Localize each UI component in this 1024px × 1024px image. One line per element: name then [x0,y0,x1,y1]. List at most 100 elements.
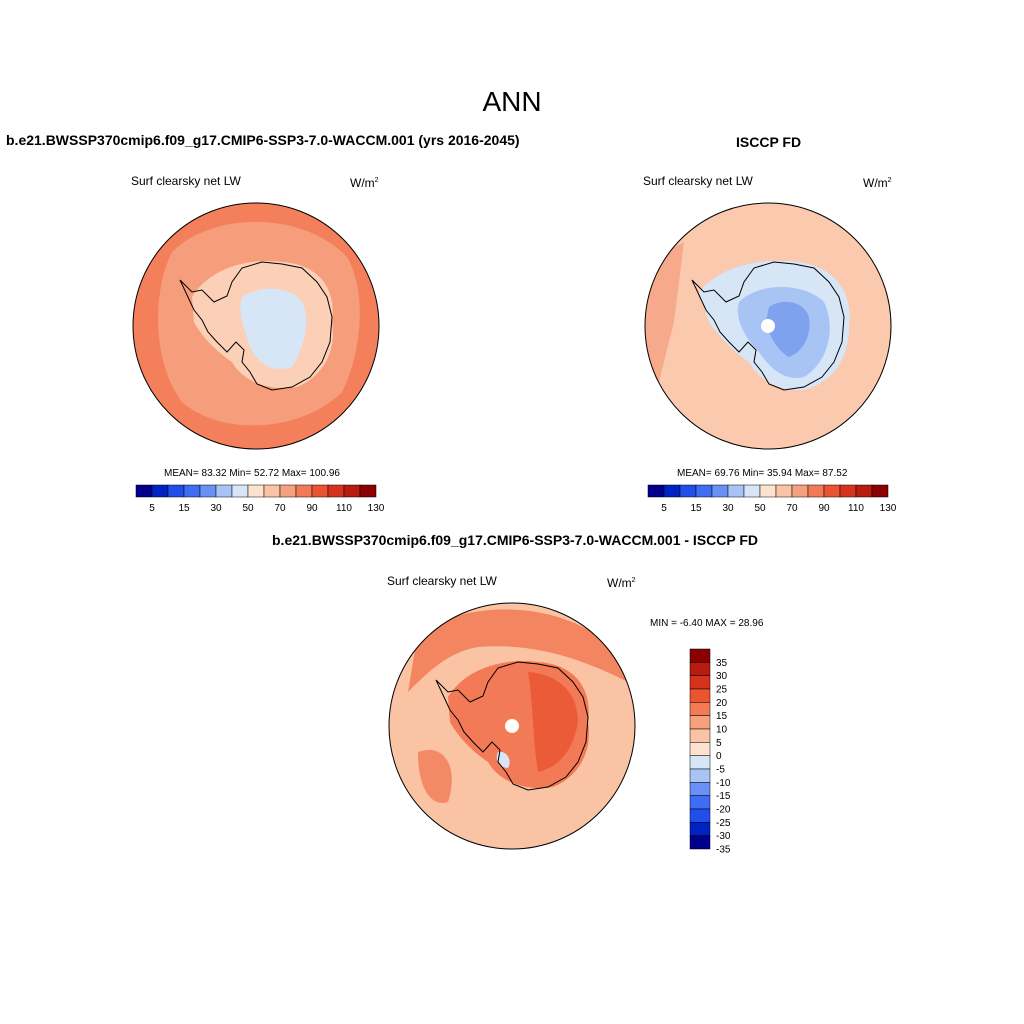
diff-colorbar-label: -30 [716,831,731,842]
diff-colorbar-label: -25 [716,818,731,829]
diff-colorbar-box [689,648,711,663]
obs-colorbar-box [871,484,889,498]
diff-ocean-patch [418,750,452,803]
obs-colorbar-box [743,484,761,498]
diff-colorbar-box [689,822,711,836]
diff-colorbar-label: 0 [716,751,722,762]
diff-colorbar-box [689,742,711,756]
diff-colorbar: 35 30 25 20 15 10 5 0 -5 -10 -15 -20 -25 -30 -35 [689,648,731,856]
model-colorbar-box [327,484,345,498]
obs-colorbar-box [807,484,825,498]
diff-colorbar-label: -10 [716,778,731,789]
obs-colorbar-label: 70 [786,503,798,514]
diff-colorbar-box [689,755,711,770]
model-colorbar-box [295,484,313,498]
obs-colorbar-label: 130 [880,503,897,514]
obs-colorbar-box [775,484,793,498]
diff-colorbar-box [689,768,711,783]
model-colorbar-label: 70 [274,503,286,514]
diff-colorbar-box [689,688,711,703]
model-colorbar-label: 110 [336,503,352,514]
obs-colorbar-box [663,484,681,498]
model-colorbar-label: 15 [178,503,190,514]
diff-colorbar-label: 25 [716,685,728,696]
obs-ocean-patch [645,242,684,402]
obs-colorbar: 5 15 30 50 70 90 110 130 [647,484,897,514]
obs-coastline [691,261,845,391]
model-colorbar-box [135,484,153,498]
obs-variable-label: Surf clearsky net LW [643,174,753,188]
model-colorbar: 5 15 30 50 70 90 110 130 [135,484,385,514]
obs-colorbar-box [791,484,809,498]
model-ice-core [240,288,307,370]
obs-ice-core [766,301,810,357]
model-colorbar-box [263,484,281,498]
model-colorbar-box [247,484,265,498]
diff-colorbar-box [689,808,711,823]
diff-colorbar-label: 20 [716,698,728,709]
diff-colorbar-box [689,782,711,796]
obs-polar-map [644,202,892,450]
obs-colorbar-label: 50 [754,503,766,514]
obs-pole-hole [761,319,775,333]
diff-colorbar-label: 30 [716,671,728,682]
model-colorbar-box [279,484,297,498]
diff-units-label: W/m2 [607,576,636,590]
diff-colorbar-label: 10 [716,725,728,736]
diff-ice-dark [528,672,578,772]
model-colorbar-box [151,484,169,498]
model-coastline [179,261,333,391]
obs-colorbar-box [711,484,729,498]
model-colorbar-box [343,484,361,498]
obs-colorbar-box [727,484,745,498]
obs-colorbar-label: 15 [690,503,702,514]
obs-colorbar-box [839,484,857,498]
diff-colorbar-label: 5 [716,738,722,749]
obs-colorbar-label: 110 [848,503,864,514]
model-colorbar-box [359,484,377,498]
diff-ocean-band [408,609,628,692]
diff-polar-map [388,602,636,850]
diff-colorbar-box [689,662,711,676]
diff-colorbar-box [689,795,711,810]
model-colorbar-label: 50 [242,503,254,514]
diff-colorbar-label: 35 [716,658,728,669]
diff-colorbar-label: -5 [716,765,725,776]
obs-colorbar-box [823,484,841,498]
model-colorbar-label: 5 [149,503,155,514]
obs-colorbar-box [679,484,697,498]
model-colorbar-box [167,484,185,498]
model-variable-label: Surf clearsky net LW [131,174,241,188]
obs-colorbar-box [647,484,665,498]
obs-panel-title: ISCCP FD [736,134,802,150]
model-colorbar-box [199,484,217,498]
model-colorbar-box [183,484,201,498]
diff-colorbar-label: -15 [716,791,731,802]
obs-units-label: W/m2 [863,176,892,190]
obs-colorbar-box [759,484,777,498]
diff-colorbar-box [689,675,711,690]
diff-colorbar-box [689,728,711,743]
obs-colorbar-box [855,484,873,498]
model-stats: MEAN= 83.32 Min= 52.72 Max= 100.96 [164,468,340,479]
obs-colorbar-label: 90 [818,503,830,514]
obs-colorbar-box [695,484,713,498]
model-colorbar-box [215,484,233,498]
diff-colorbar-box [689,702,711,716]
obs-stats: MEAN= 69.76 Min= 35.94 Max= 87.52 [677,468,848,479]
model-colorbar-label: 90 [306,503,318,514]
diff-colorbar-label: 15 [716,711,728,722]
model-polar-map [132,202,380,450]
main-title: ANN [482,86,542,117]
diff-colorbar-label: -35 [716,845,731,856]
diff-coastline [435,661,589,791]
model-panel-title: b.e21.BWSSP370cmip6.f09_g17.CMIP6-SSP3-7… [6,132,520,148]
diff-stats: MIN = -6.40 MAX = 28.96 [650,618,764,629]
diff-colorbar-box [689,835,711,850]
diff-colorbar-label: -20 [716,805,731,816]
diff-colorbar-box [689,715,711,730]
diff-panel-title: b.e21.BWSSP370cmip6.f09_g17.CMIP6-SSP3-7… [272,532,759,548]
diff-variable-label: Surf clearsky net LW [387,574,497,588]
obs-colorbar-label: 5 [661,503,667,514]
model-colorbar-label: 30 [210,503,222,514]
